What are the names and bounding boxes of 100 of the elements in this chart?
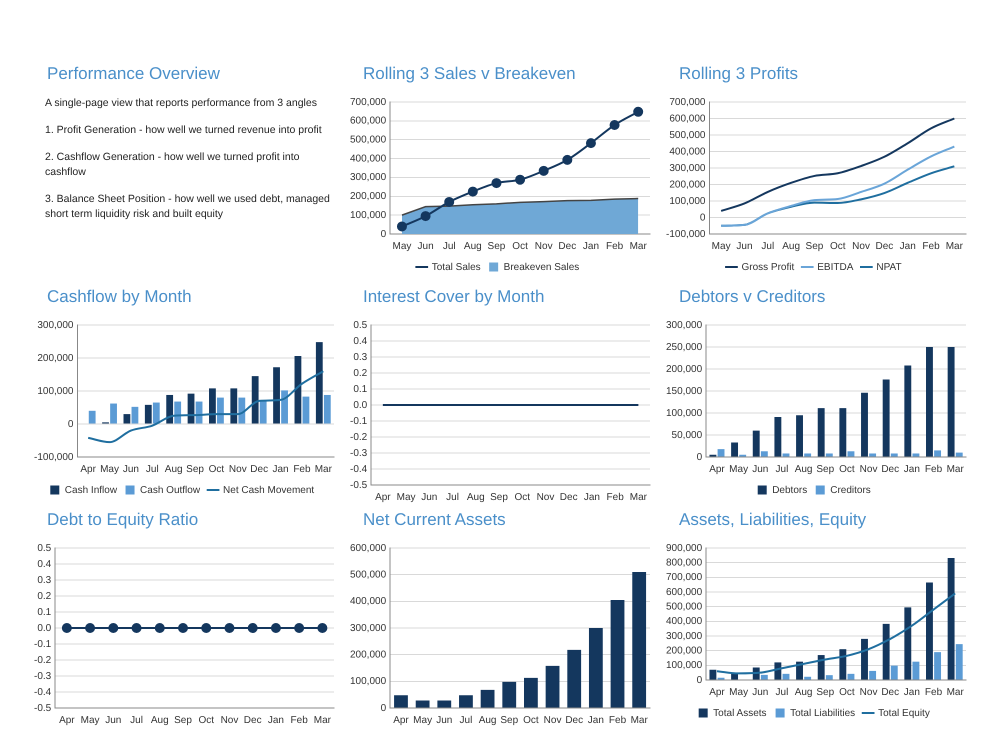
y-tick-label: 500,000 xyxy=(350,134,387,146)
y-tick-label: 400,000 xyxy=(666,616,703,628)
x-tick-label: Sep xyxy=(488,240,506,252)
x-tick-label: Apr xyxy=(709,464,726,475)
bar xyxy=(882,380,890,456)
bar xyxy=(948,347,955,456)
x-tick-label: Feb xyxy=(290,714,308,726)
x-tick-label: Mar xyxy=(314,714,332,726)
x-tick-label: May xyxy=(712,240,731,252)
y-tick-label: 300,000 xyxy=(666,320,703,331)
bar xyxy=(934,450,942,456)
y-tick-label: 0.3 xyxy=(37,574,52,586)
y-tick-label: -100,000 xyxy=(34,452,74,463)
legend-label: Creditors xyxy=(830,484,871,496)
x-tick-label: Sep xyxy=(500,714,519,726)
line-series xyxy=(720,118,956,212)
x-tick-label: Feb xyxy=(924,464,943,475)
bar xyxy=(88,410,96,424)
bar xyxy=(132,406,138,424)
chart-title: Debt to Equity Ratio xyxy=(47,509,200,531)
line-series xyxy=(720,146,956,227)
y-tick-label: 200,000 xyxy=(669,179,706,190)
x-tick-label: Mar xyxy=(630,240,648,252)
x-tick-label: Jan xyxy=(272,464,289,475)
x-tick-label: Nov xyxy=(860,464,878,475)
bar xyxy=(230,388,238,424)
x-tick-label: Oct xyxy=(512,240,528,252)
x-tick-label: Jul xyxy=(761,240,774,252)
y-tick-label: 0.1 xyxy=(37,606,52,618)
bar xyxy=(152,402,160,424)
x-tick-label: May xyxy=(413,714,432,726)
y-tick-label: 0 xyxy=(696,452,703,463)
bar xyxy=(869,453,876,456)
y-tick-label: 600,000 xyxy=(666,586,703,598)
y-tick-label: 0.1 xyxy=(353,384,368,395)
y-tick-label: -0.3 xyxy=(350,448,368,459)
x-tick-label: Oct xyxy=(198,714,214,726)
x-tick-label: Apr xyxy=(709,686,726,698)
bar xyxy=(209,388,216,424)
y-tick-label: 100,000 xyxy=(666,660,703,672)
x-tick-label: Jan xyxy=(584,492,600,503)
x-tick-label: Jul xyxy=(460,714,472,726)
y-tick-label: 200,000 xyxy=(37,352,74,364)
legend-label: Breakeven Sales xyxy=(504,262,580,273)
x-tick-label: Sep xyxy=(816,464,835,475)
y-tick-label: 400,000 xyxy=(350,596,387,608)
line-series xyxy=(716,592,956,674)
bar xyxy=(316,342,323,424)
point xyxy=(491,178,502,188)
chart-title: Rolling 3 Sales v Breakeven xyxy=(363,63,577,85)
bar xyxy=(567,650,582,708)
x-tick-label: Oct xyxy=(830,240,846,252)
x-tick-label: Feb xyxy=(922,240,940,252)
x-tick-label: Jan xyxy=(588,714,604,726)
y-tick-label: 0.0 xyxy=(353,400,368,411)
bar xyxy=(260,400,267,424)
point xyxy=(610,120,620,130)
x-tick-label: Jan xyxy=(900,240,916,252)
y-tick-label: 100,000 xyxy=(350,676,387,688)
x-tick-label: Dec xyxy=(875,240,894,252)
chart-title: Debtors v Creditors xyxy=(679,286,826,308)
y-tick-label: -0.4 xyxy=(350,464,368,475)
bar xyxy=(110,404,117,424)
bar xyxy=(890,666,898,680)
x-tick-label: Nov xyxy=(534,240,553,252)
y-tick-label: 250,000 xyxy=(666,342,703,353)
text: 2. Cashflow Generation - how well we turned profit into cashflow xyxy=(45,150,300,180)
y-tick-label: 400,000 xyxy=(350,153,387,164)
x-tick-label: Mar xyxy=(630,714,648,726)
y-tick-label: 500,000 xyxy=(669,130,706,141)
y-tick-label: 0.3 xyxy=(353,352,368,363)
x-tick-label: Jun xyxy=(752,464,768,475)
x-tick-label: May xyxy=(80,714,100,726)
legend-label: Total Assets xyxy=(713,708,767,719)
bar xyxy=(804,676,812,680)
y-tick-label: 700,000 xyxy=(669,96,706,108)
y-tick-label: -0.4 xyxy=(34,686,52,698)
bar xyxy=(760,451,768,456)
x-tick-label: Sep xyxy=(174,714,192,726)
text: Performance Overview xyxy=(47,63,221,85)
bar xyxy=(782,674,790,680)
x-tick-label: Jul xyxy=(446,492,459,503)
point xyxy=(396,221,407,232)
y-tick-label: 300,000 xyxy=(666,630,703,642)
y-tick-label: 0.0 xyxy=(37,622,52,634)
x-tick-label: Dec xyxy=(881,686,900,698)
x-tick-label: Feb xyxy=(606,240,624,252)
legend-label: Total Sales xyxy=(432,262,481,273)
x-tick-label: Jul xyxy=(130,714,143,726)
bar xyxy=(861,392,868,456)
x-tick-label: Mar xyxy=(630,492,648,503)
x-tick-label: Feb xyxy=(293,464,311,475)
y-tick-label: 200,000 xyxy=(350,649,387,660)
bar xyxy=(196,402,202,424)
y-tick-label: 50,000 xyxy=(672,430,703,441)
x-tick-label: Oct xyxy=(839,686,855,698)
bar xyxy=(956,644,963,680)
y-tick-label: 600,000 xyxy=(669,113,706,124)
y-tick-label: 700,000 xyxy=(350,96,387,108)
x-tick-label: Apr xyxy=(375,492,392,503)
